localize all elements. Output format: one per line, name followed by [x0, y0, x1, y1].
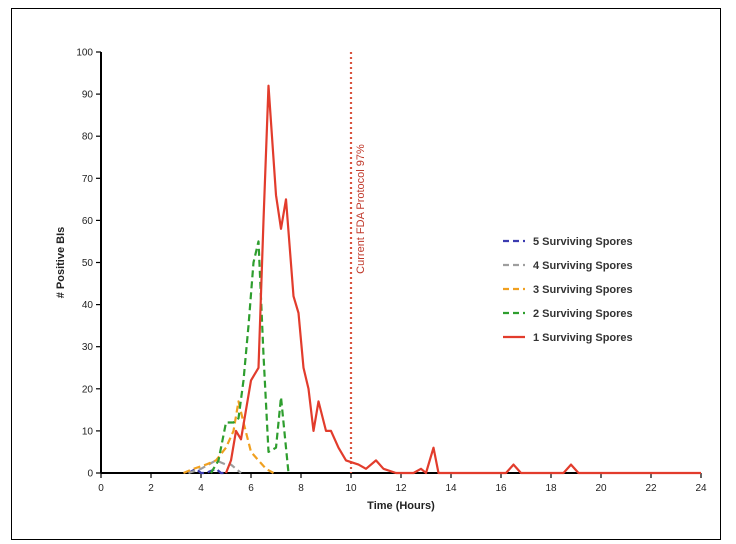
y-tick-label: 70 — [82, 174, 94, 185]
y-tick-label: 20 — [82, 384, 94, 395]
series-line-5 — [224, 84, 701, 475]
y-axis-title: # Positive BIs — [55, 227, 67, 299]
y-tick-label: 100 — [76, 48, 93, 59]
legend-label: 1 Surviving Spores — [533, 332, 633, 344]
y-tick-label: 40 — [82, 300, 94, 311]
series-group — [183, 84, 701, 475]
y-tick-label: 60 — [82, 216, 94, 227]
series-line-1 — [187, 467, 226, 475]
x-tick-label: 8 — [298, 483, 304, 494]
x-tick-label: 4 — [198, 483, 204, 494]
x-tick-label: 6 — [248, 483, 254, 494]
reference-line-label: Current FDA Protocol 97% — [355, 144, 367, 274]
chart-frame: 0 2 4 6 8 10 12 14 16 18 20 22 24 0 10 20 30 40 50 60 70 80 90… — [11, 8, 721, 540]
series-line-4 — [210, 240, 290, 474]
x-tick-label: 16 — [495, 483, 507, 494]
x-tick-label: 2 — [148, 483, 154, 494]
x-tick-label: 10 — [345, 483, 357, 494]
series-line-2 — [188, 459, 242, 475]
legend-label: 5 Surviving Spores — [533, 236, 633, 248]
legend-label: 2 Surviving Spores — [533, 308, 633, 320]
x-tick-label: 22 — [645, 483, 657, 494]
series-line-3 — [183, 400, 275, 475]
x-tick-label: 20 — [595, 483, 607, 494]
y-tick-label: 90 — [82, 90, 94, 101]
x-tick-label: 0 — [98, 483, 104, 494]
legend: 5 Surviving Spores 4 Surviving Spores 3 Su… — [503, 236, 633, 344]
x-tick-label: 14 — [445, 483, 457, 494]
y-tick-label: 50 — [82, 258, 94, 269]
legend-label: 3 Surviving Spores — [533, 284, 633, 296]
x-axis-title: Time (Hours) — [367, 500, 435, 512]
legend-label: 4 Surviving Spores — [533, 260, 633, 272]
y-tick-label: 10 — [82, 426, 94, 437]
x-tick-label: 12 — [395, 483, 407, 494]
y-tick-label: 0 — [87, 469, 93, 480]
y-tick-label: 30 — [82, 342, 94, 353]
x-tick-label: 18 — [545, 483, 557, 494]
y-tick-label: 80 — [82, 132, 94, 143]
chart: 0 2 4 6 8 10 12 14 16 18 20 22 240102030405060708090… — [55, 48, 707, 513]
x-tick-label: 24 — [695, 483, 707, 494]
